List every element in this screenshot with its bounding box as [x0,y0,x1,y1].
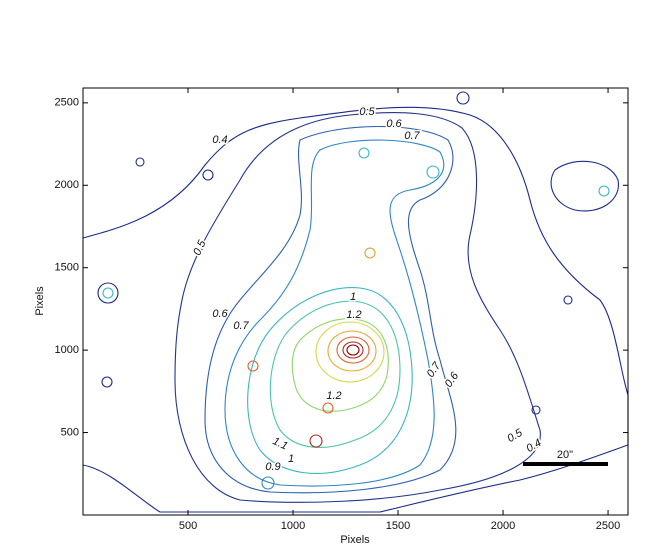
contour-label: 0.6 [443,370,462,390]
source [247,360,259,372]
contour-label: 0.5 [191,238,209,258]
contour-label: 0.9 [265,461,280,473]
source [563,295,573,305]
contour-line [336,336,370,364]
source [135,157,145,167]
source [322,402,334,414]
contour-label: 1 [350,291,356,303]
contour-label: 0.4 [524,437,543,455]
source [202,169,214,181]
source [101,376,113,388]
x-axis-label: Pixels [340,534,370,546]
contour-label: 1 [288,453,294,465]
source [261,476,275,490]
source [358,147,370,159]
x-tick-label: 2500 [596,520,620,532]
plot-frame [82,87,629,516]
contour-line [269,300,401,448]
y-tick-label: 2500 [55,97,79,109]
y-tick-label: 500 [61,426,79,438]
contour-line [315,321,385,383]
source [426,165,440,179]
contour-line [342,341,364,359]
contour-label: 1.2 [346,309,361,321]
source [309,434,323,448]
contour-line [247,287,413,474]
contour-label: 0.6 [212,308,228,320]
contour-line [174,112,541,503]
contour-line [550,160,619,212]
source [531,405,541,415]
y-tick-label: 2000 [55,179,79,191]
source [102,287,114,299]
x-tick-label: 2000 [491,520,515,532]
y-tick-label: 1500 [55,262,79,274]
x-tick-label: 500 [179,520,197,532]
source [97,282,119,304]
contour-line [346,344,360,356]
contour-line [204,126,457,494]
contour-line [224,139,445,487]
contour-label: 0.7 [233,320,249,332]
contour-label: 0.6 [386,118,402,130]
contour-line [291,318,389,412]
y-axis-label: Pixels [34,286,46,316]
source [456,91,470,105]
contour-line [82,106,629,513]
x-tick-label: 1000 [281,520,305,532]
source [598,185,610,197]
contour-label: 0.7 [404,130,420,142]
contour-label: 1.2 [326,390,341,402]
contour-label: 1.1 [271,435,290,452]
y-tick-label: 1000 [55,344,79,356]
scale-bar-label: 20" [557,449,573,461]
contour-line [327,330,377,372]
contour-label: 0.5 [359,106,375,118]
contour-label: 0.5 [505,426,525,444]
x-tick-label: 1500 [386,520,410,532]
contour-lines [82,91,629,513]
source [364,247,376,259]
contour-label: 0.4 [212,134,227,146]
